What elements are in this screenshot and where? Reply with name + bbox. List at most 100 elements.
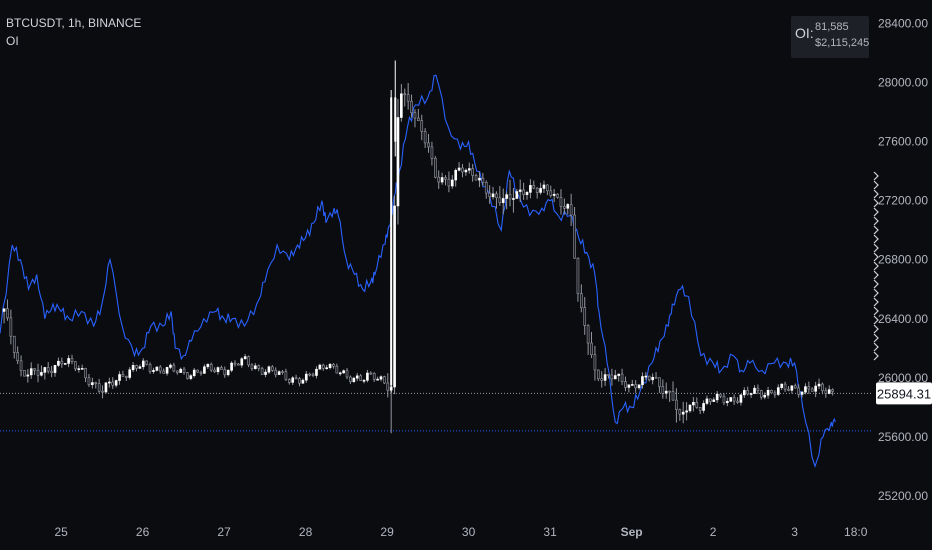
time-tick-label: 18:0 — [844, 525, 868, 539]
candle-body — [376, 378, 379, 381]
candle-body — [787, 388, 790, 391]
candle-body — [522, 189, 525, 195]
candle-body — [427, 142, 430, 148]
candle-body — [732, 397, 736, 402]
candle-body — [546, 184, 549, 192]
candle-body — [328, 364, 332, 368]
candle-body — [338, 372, 342, 375]
candle-body — [393, 205, 396, 388]
candle-body — [518, 189, 522, 192]
candle-body — [325, 367, 328, 369]
candle-body — [243, 356, 247, 360]
candle-body — [294, 377, 298, 380]
candle-body — [158, 366, 162, 372]
candle-body — [603, 374, 607, 381]
candle-body — [223, 369, 227, 376]
edge-marker — [873, 351, 879, 361]
candle-body — [281, 371, 284, 373]
candle-body — [271, 366, 274, 371]
candle-body — [498, 197, 502, 203]
oi-line — [0, 74, 836, 469]
candle-body — [447, 178, 451, 187]
candle-body — [277, 371, 281, 375]
candle-body — [467, 168, 471, 171]
price-tick-label: 25200.00 — [878, 489, 928, 503]
candle-body — [394, 97, 397, 142]
candle-body — [12, 335, 16, 353]
candle-body — [525, 192, 529, 195]
symbol-title[interactable]: BTCUSDT, 1h, BINANCE — [6, 16, 142, 30]
edge-marker — [873, 297, 879, 307]
candle-body — [135, 365, 138, 369]
candle-body — [831, 389, 834, 392]
indicator-title[interactable]: OI — [6, 34, 19, 48]
candle-body — [681, 411, 685, 415]
candle-body — [114, 380, 118, 386]
candle-body — [810, 388, 814, 392]
candle-body — [91, 382, 94, 385]
candle-body — [580, 293, 583, 308]
candle-body — [345, 370, 349, 378]
candle-body — [318, 364, 322, 370]
candle-body — [413, 112, 417, 119]
oi-usd-value: $2,115,245,613 — [815, 37, 869, 49]
candle-body — [311, 373, 315, 376]
candle-body — [189, 375, 193, 379]
candle-body — [434, 158, 437, 178]
reference-lines — [0, 392, 872, 432]
candle-body — [559, 197, 563, 207]
candle-body — [746, 390, 750, 395]
candle-body — [57, 360, 60, 366]
price-axis[interactable]: 28400.00 28000.00 27600.00 27200.00 26800.00… — [878, 17, 928, 503]
candle-body — [36, 369, 40, 376]
candle-body — [423, 131, 427, 144]
edge-marker — [873, 315, 879, 325]
candle-body — [267, 366, 271, 373]
candle-body — [386, 382, 390, 391]
candle-body — [192, 369, 196, 376]
candle-body — [240, 358, 244, 366]
candle-body — [220, 367, 223, 370]
candle-body — [124, 376, 128, 378]
candle-body — [807, 386, 811, 390]
candle-body — [33, 368, 36, 371]
candle-body — [308, 373, 312, 376]
candle-body — [87, 377, 91, 385]
candle-body — [586, 325, 590, 344]
candle-body — [773, 392, 777, 395]
edge-marker — [873, 288, 879, 298]
time-tick-label: 2 — [710, 525, 717, 539]
candle-body — [736, 400, 739, 403]
candle-body — [362, 379, 366, 382]
candle-body — [501, 198, 505, 203]
candle-body — [396, 117, 400, 207]
candle-body — [641, 376, 644, 386]
edge-marker — [873, 234, 879, 244]
candle-body — [97, 383, 101, 392]
candle-body — [108, 381, 111, 384]
right-edge-markers — [873, 171, 879, 361]
edge-marker — [873, 279, 879, 289]
price-tick-label: 26800.00 — [878, 253, 928, 267]
candle-body — [321, 364, 325, 369]
candle-body — [372, 373, 376, 380]
candle-body — [186, 372, 189, 379]
candle-body — [712, 399, 716, 402]
candle-body — [46, 367, 50, 372]
time-axis[interactable]: 25 26 27 28 29 30 31 Sep 2 3 18:0 — [54, 525, 867, 539]
candle-body — [542, 184, 546, 189]
candle-body — [658, 377, 661, 387]
candle-body — [770, 390, 773, 394]
edge-marker — [873, 261, 879, 271]
edge-marker — [873, 207, 879, 217]
candle-body — [165, 367, 169, 374]
candle-body — [613, 375, 617, 380]
candle-body — [155, 366, 159, 371]
candle-body — [610, 374, 614, 380]
time-tick-label: 28 — [299, 525, 313, 539]
candle-body — [495, 193, 498, 199]
candle-body — [651, 376, 654, 381]
candle-body — [128, 369, 132, 378]
price-tick-label: 28000.00 — [878, 76, 928, 90]
